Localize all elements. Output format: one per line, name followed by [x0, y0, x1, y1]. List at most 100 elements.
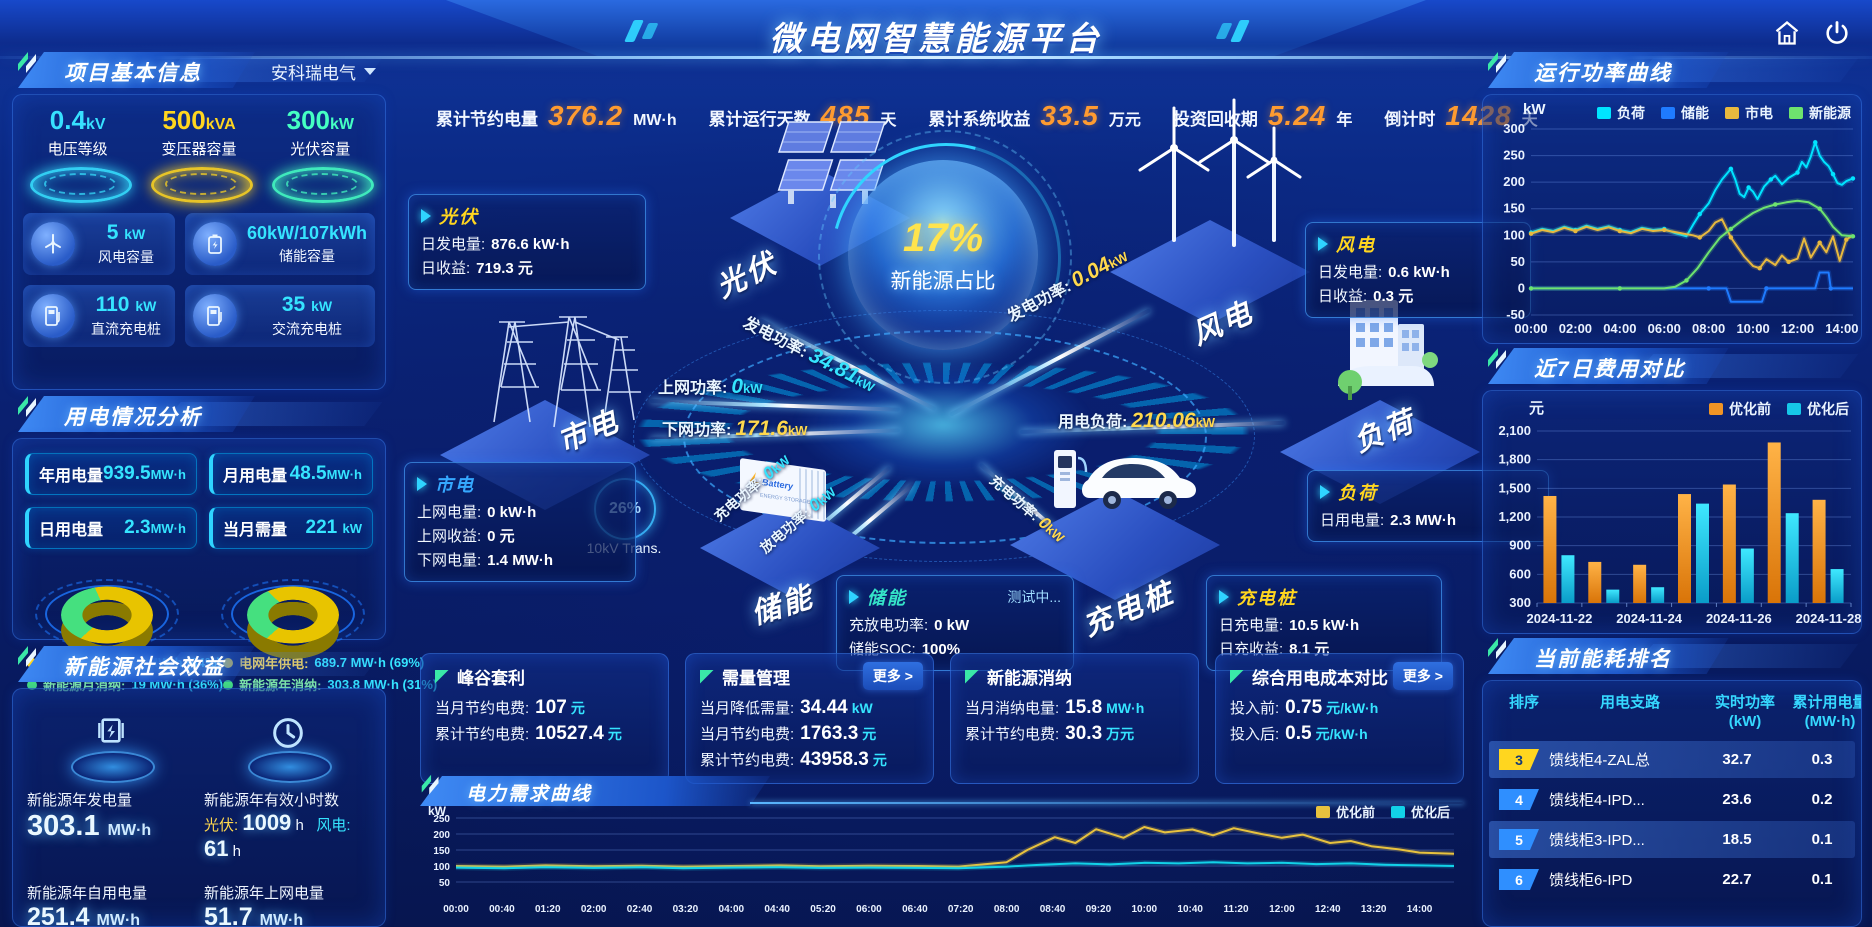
svg-text:10:00: 10:00	[1736, 321, 1769, 336]
flow-grid-down: 下网功率: 171.6kW	[662, 417, 808, 440]
demand-more-button[interactable]: 更多 >	[862, 662, 923, 690]
svg-text:200: 200	[1503, 174, 1525, 189]
svg-text:05:20: 05:20	[810, 904, 836, 915]
wind-turbine-icon	[31, 222, 75, 266]
ranking-row[interactable]: 6 馈线柜6-IPD 22.7 0.1	[1489, 861, 1855, 898]
svg-text:100: 100	[433, 862, 450, 873]
svg-text:02:00: 02:00	[581, 904, 607, 915]
power-icon[interactable]	[1820, 16, 1854, 50]
cost-more-button[interactable]: 更多 >	[1392, 662, 1453, 690]
clock-icon	[258, 705, 318, 761]
svg-text:09:20: 09:20	[1086, 904, 1112, 915]
ev-car-charger-icon	[1054, 450, 1196, 509]
svg-text:2,100: 2,100	[1498, 423, 1531, 438]
benefit-self-consumption: 新能源年自用电量 251.4 MW·h 减少二氧化碳 176.1t 节约标准煤 …	[27, 885, 148, 927]
svg-text:03:20: 03:20	[673, 904, 699, 915]
card-wind-capacity: 5 kW 风电容量	[23, 213, 175, 275]
stat-system-revenue: 累计系统收益 33.5 万元	[928, 100, 1141, 131]
svg-text:08:00: 08:00	[1692, 321, 1725, 336]
wind-turbines-icon	[1138, 98, 1302, 247]
metric-month-demand: 当月需量 221 kW	[208, 507, 373, 549]
demand-chart-header: 电力需求曲线	[420, 774, 1464, 808]
svg-text:300: 300	[1509, 595, 1531, 610]
svg-text:250: 250	[1503, 148, 1525, 163]
svg-text:01:20: 01:20	[535, 904, 561, 915]
panel-title: 当前能耗排名	[1534, 648, 1672, 671]
svg-text:50: 50	[1511, 254, 1525, 269]
rank-badge: 5	[1499, 829, 1539, 850]
card-corner-icon	[965, 669, 979, 684]
chevron-right-icon	[1320, 485, 1330, 499]
card-dc-charger: 110 kW 直流充电桩	[23, 285, 175, 347]
company-select[interactable]: 安科瑞电气	[271, 59, 376, 84]
svg-text:1,200: 1,200	[1498, 509, 1531, 524]
svg-text:06:40: 06:40	[902, 904, 928, 915]
bottom-cards-row: 峰谷套利 当月节约电费: 107 元 累计节约电费: 10527.4 元 需量管理 更多…	[420, 653, 1464, 784]
svg-text:13:20: 13:20	[1361, 904, 1387, 915]
legend-item[interactable]: 优化前	[1315, 802, 1375, 821]
panel-title: 用电情况分析	[64, 406, 202, 429]
svg-text:150: 150	[433, 846, 450, 857]
svg-text:1,500: 1,500	[1498, 480, 1531, 495]
svg-text:200: 200	[433, 830, 450, 841]
legend-item[interactable]: 负荷	[1597, 103, 1645, 123]
stat-saved-energy: 累计节约电量 376.2 MW·h	[436, 100, 677, 131]
ranking-row[interactable]: 4 馈线柜4-IPD... 23.6 0.2	[1489, 781, 1855, 818]
stat-payback-period: 投资回收期 5.24 年	[1172, 100, 1353, 131]
wind-island	[1110, 98, 1310, 336]
svg-text:02:40: 02:40	[627, 904, 653, 915]
svg-text:1,800: 1,800	[1498, 452, 1531, 467]
rank-badge: 6	[1499, 869, 1539, 890]
donut-month-supply	[31, 559, 181, 659]
panel-title: 项目基本信息	[64, 62, 202, 85]
svg-text:11:20: 11:20	[1224, 904, 1249, 915]
legend-item[interactable]: 优化前	[1709, 399, 1771, 419]
title-right-slashes-icon	[1215, 20, 1250, 42]
chevron-down-icon	[364, 68, 376, 75]
panel-corner-icon	[18, 646, 36, 667]
home-icon[interactable]	[1770, 16, 1804, 50]
card-corner-icon	[1230, 669, 1244, 684]
svg-text:00:40: 00:40	[489, 904, 515, 915]
svg-text:2024-11-26: 2024-11-26	[1706, 611, 1772, 626]
svg-text:600: 600	[1509, 566, 1531, 581]
rank-badge: 3	[1499, 749, 1539, 770]
card-corner-icon	[435, 669, 449, 684]
svg-text:150: 150	[1503, 201, 1525, 216]
card-cost-compare: 综合用电成本对比 更多 > 投入前: 0.75 元/kW·h 投入后: 0.5 元/kW…	[1215, 653, 1464, 784]
legend-item[interactable]: 新能源	[1789, 103, 1851, 123]
card-storage-capacity: 60kW/107kWh 储能容量	[184, 213, 375, 275]
rank-badge: 4	[1499, 789, 1539, 810]
ranking-row[interactable]: 3 馈线柜4-ZAL总 32.7 0.3	[1489, 741, 1855, 778]
legend-item[interactable]: 储能	[1661, 103, 1709, 123]
benefit-annual-generation: 新能源年发电量 303.1 MW·h	[27, 699, 194, 862]
ranking-row[interactable]: 5 馈线柜3-IPD... 18.5 0.1	[1489, 821, 1855, 858]
chevron-right-icon	[1318, 237, 1328, 251]
flow-load-power: 用电负荷: 210.06kW	[1058, 409, 1216, 432]
legend-item[interactable]: 优化后	[1787, 399, 1849, 419]
chevron-right-icon	[1219, 590, 1229, 604]
legend-item[interactable]: 优化后	[1390, 802, 1450, 821]
title-left-slashes-icon	[624, 20, 659, 42]
legend-grid-year: 电网年供电:689.7 MW·h (69%)	[223, 653, 437, 672]
svg-text:06:00: 06:00	[1648, 321, 1681, 336]
ranking-table-header: 排序 用电支路 实时功率 (kW) 累计用电量 (MW·h)	[1508, 694, 1862, 730]
pv-energy-icon	[81, 705, 141, 761]
chevron-right-icon	[849, 590, 859, 604]
pedestal-transformer: 500kVA 变压器容量	[141, 105, 257, 203]
benefit-effective-hours: 新能源年有效小时数 光伏: 1009 h 风电: 61 h	[204, 699, 371, 862]
header-glow-line	[0, 56, 1872, 59]
cost-y-unit: 元	[1529, 400, 1545, 417]
legend-item[interactable]: 市电	[1725, 103, 1773, 123]
panel-corner-icon	[421, 774, 439, 795]
svg-text:14:00: 14:00	[1407, 904, 1433, 915]
svg-text:100: 100	[1503, 227, 1525, 242]
header-band	[446, 0, 1426, 58]
panel-corner-icon	[1488, 638, 1506, 659]
svg-text:14:00: 14:00	[1825, 321, 1858, 336]
power-y-unit: kW	[1523, 101, 1546, 118]
panel-title: 近7日费用对比	[1534, 358, 1686, 381]
pedestal-voltage: 0.4kV 电压等级	[20, 105, 136, 203]
panel-corner-icon	[18, 52, 36, 73]
